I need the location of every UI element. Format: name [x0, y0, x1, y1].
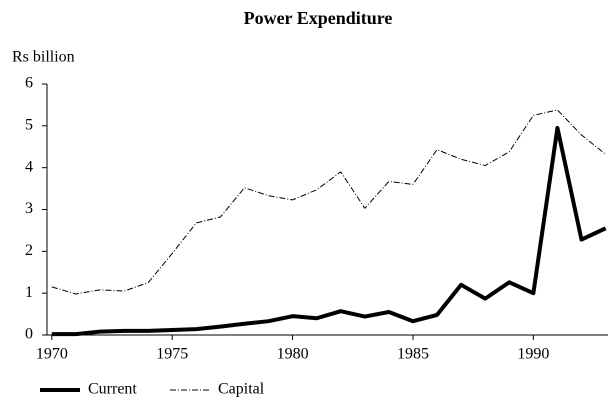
y-tick-label: 2 [25, 242, 33, 259]
legend-label: Capital [218, 381, 265, 398]
series-line [51, 109, 606, 295]
x-tick-label: 1970 [36, 346, 68, 363]
x-tick-label: 1975 [156, 346, 188, 363]
legend-label: Current [88, 381, 137, 398]
y-tick-label: 3 [25, 200, 33, 217]
y-tick-label: 1 [25, 284, 33, 301]
y-axis-label: Rs billion [12, 49, 75, 66]
x-tick-label: 1980 [277, 346, 309, 363]
y-tick-label: 6 [25, 75, 33, 92]
x-tick-label: 1990 [517, 346, 549, 363]
y-tick-label: 5 [25, 117, 33, 134]
y-tick-label: 0 [25, 326, 33, 343]
series-line [51, 125, 607, 337]
y-tick-label: 4 [25, 158, 33, 175]
chart-title: Power Expenditure [244, 8, 393, 28]
x-tick-label: 1985 [397, 346, 429, 363]
